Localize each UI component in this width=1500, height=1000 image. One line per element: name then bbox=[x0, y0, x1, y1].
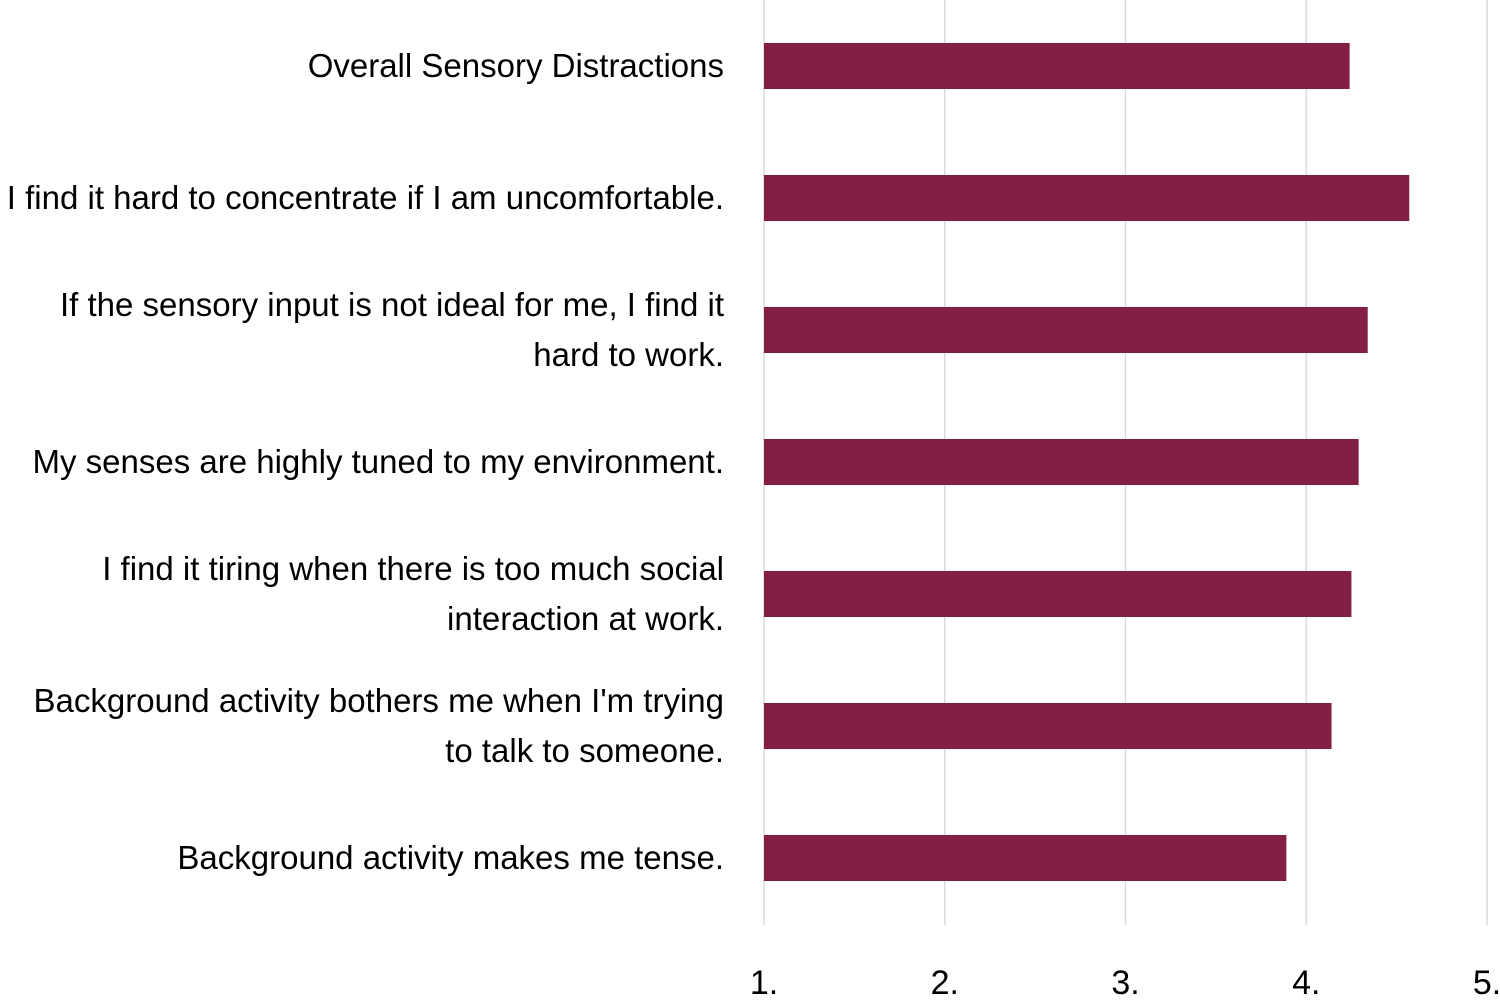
y-tick-label: My senses are highly tuned to my environ… bbox=[32, 443, 724, 480]
x-tick-label: 3. bbox=[1111, 964, 1139, 1000]
x-tick-label: 4. bbox=[1292, 964, 1320, 1000]
x-tick-label: 2. bbox=[931, 964, 959, 1000]
bar bbox=[764, 835, 1287, 881]
bar bbox=[764, 703, 1332, 749]
bar bbox=[764, 571, 1352, 617]
y-tick-label: Background activity makes me tense. bbox=[177, 839, 724, 876]
y-tick-label: Background activity bothers me when I'm … bbox=[33, 682, 724, 769]
y-tick-label: I find it tiring when there is too much … bbox=[102, 550, 724, 637]
x-tick-label: 5. bbox=[1473, 964, 1500, 1000]
y-tick-label: If the sensory input is not ideal for me… bbox=[60, 286, 724, 373]
bar bbox=[764, 43, 1350, 89]
bar bbox=[764, 307, 1368, 353]
bar bbox=[764, 439, 1359, 485]
bar bbox=[764, 175, 1410, 221]
y-tick-label: I find it hard to concentrate if I am un… bbox=[6, 179, 724, 216]
x-tick-label: 1. bbox=[750, 964, 778, 1000]
y-tick-label: Overall Sensory Distractions bbox=[307, 47, 724, 84]
